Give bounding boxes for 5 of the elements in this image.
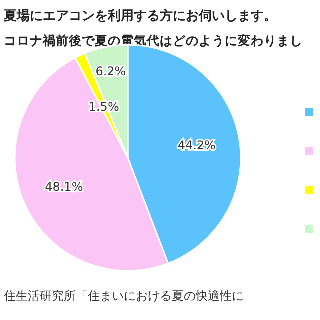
chart-title: 夏場にエアコンを利用する方にお伺いします。: [3, 8, 277, 24]
data-label: 44.2%: [178, 138, 216, 152]
text: 住生活研究所「住まいにおける夏の快適性に: [3, 289, 244, 303]
data-label: 6.2%: [96, 64, 126, 79]
data-label: 48.1%: [45, 180, 84, 194]
